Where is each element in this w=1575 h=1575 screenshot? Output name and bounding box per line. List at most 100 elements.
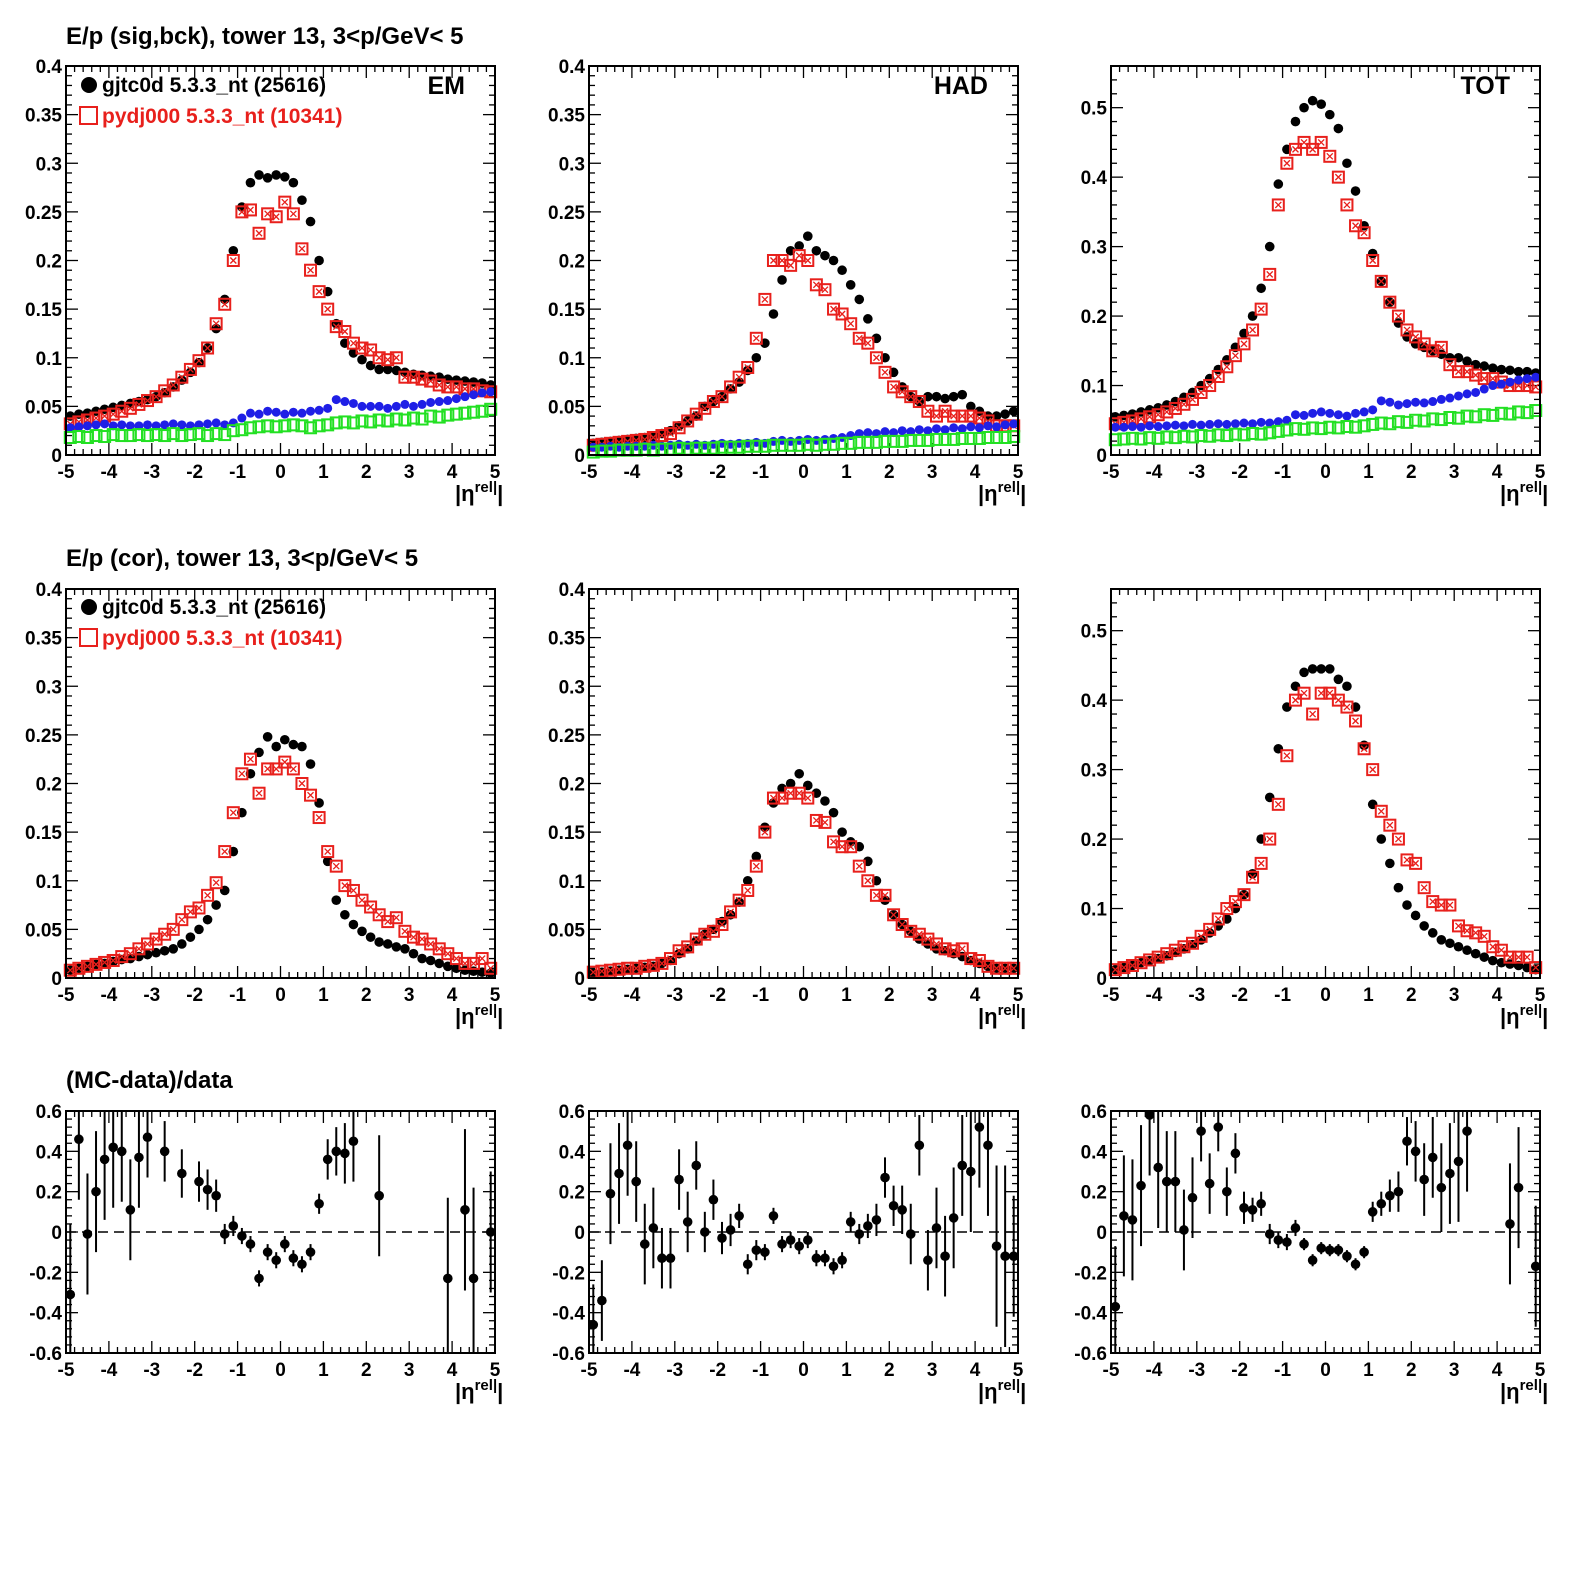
mc-point-cross — [1231, 352, 1239, 360]
mc-point-cross — [1274, 201, 1282, 209]
mc-point-cross — [744, 364, 752, 371]
ratio-point — [443, 1273, 453, 1284]
ratio-point — [177, 1168, 187, 1179]
mc-point-cross — [178, 916, 186, 924]
mc-point-cross — [195, 904, 203, 912]
mc-background-point — [863, 428, 873, 438]
data-background-point — [183, 428, 197, 442]
mc-point-cross — [958, 945, 966, 953]
mc-point-cross — [830, 305, 837, 313]
data-point — [802, 231, 813, 241]
ratio-point — [159, 1146, 170, 1157]
legend-mc-label-cor: pydj000 5.3.3_nt (10341) — [102, 627, 342, 650]
mc-background-point — [469, 390, 479, 400]
mc-background-point — [400, 399, 410, 409]
data-point — [1453, 941, 1464, 952]
ratio-point — [631, 1176, 641, 1187]
mc-point — [595, 964, 609, 978]
mc-point-cross — [1360, 229, 1368, 237]
ratio-point — [1367, 1207, 1378, 1217]
data-point — [931, 391, 942, 402]
mc-point — [175, 370, 189, 384]
x-tick-label: -4 — [623, 985, 640, 1006]
data-point — [1324, 109, 1335, 120]
data-background-point — [689, 441, 703, 455]
x-tick-label: 3 — [404, 1360, 415, 1381]
data-background-point — [869, 435, 883, 449]
mc-background-point — [82, 421, 92, 431]
ratio-point — [948, 1213, 959, 1223]
mc-point-cross — [1523, 953, 1531, 961]
x-tick-label: -1 — [752, 462, 769, 483]
x-tick-label: -4 — [100, 462, 117, 483]
mc-point-cross — [109, 410, 117, 418]
x-tick-label: -3 — [666, 1360, 683, 1381]
ratio-point — [374, 1190, 384, 1201]
mc-point-cross — [735, 896, 743, 904]
mc-point-cross — [1283, 752, 1291, 760]
mc-point-cross — [367, 346, 375, 354]
data-point — [742, 875, 753, 886]
mc-point — [1186, 392, 1200, 406]
mc-point-cross — [975, 414, 983, 422]
mc-point — [1280, 156, 1294, 170]
mc-point — [1477, 929, 1491, 943]
mc-point — [1409, 330, 1423, 344]
mc-point-cross — [461, 959, 469, 967]
mc-point-cross — [1189, 395, 1196, 403]
ratio-point — [811, 1253, 822, 1264]
data-point — [734, 897, 744, 907]
mc-point — [1374, 804, 1388, 818]
mc-point-cross — [1206, 925, 1214, 933]
ratio-point — [1110, 1301, 1121, 1312]
mc-point-cross — [1266, 270, 1274, 278]
mc-point-cross — [1532, 964, 1540, 972]
mc-background-point — [348, 398, 358, 408]
mc-point — [1486, 940, 1500, 954]
mc-point-cross — [872, 354, 880, 362]
x-tick-label: -1 — [752, 985, 769, 1006]
ratio-point — [1170, 1176, 1181, 1187]
data-background-point — [766, 438, 780, 452]
mc-point-cross — [589, 968, 597, 976]
mc-point-cross — [272, 765, 280, 773]
x-tick-label: -5 — [58, 985, 75, 1006]
mc-point — [835, 307, 849, 321]
mc-point — [355, 893, 369, 907]
mc-point — [1417, 337, 1431, 351]
data-point — [1505, 365, 1515, 376]
data-background-point — [938, 432, 952, 446]
plot-frame — [1110, 1110, 1541, 1354]
data-background-point — [758, 439, 772, 453]
mc-background-point — [340, 397, 350, 407]
data-background-point — [1340, 420, 1354, 434]
mc-point-cross — [1343, 703, 1351, 711]
x-tick-label: 4 — [1492, 462, 1503, 483]
mc-background-point — [357, 401, 367, 411]
mc-point-cross — [92, 960, 100, 968]
y-tick-label: 0.6 — [36, 1102, 62, 1123]
mc-point — [758, 825, 772, 839]
mc-background-point — [408, 401, 418, 411]
data-point — [400, 944, 410, 954]
mc-point-cross — [864, 877, 872, 885]
x-tick-label: 0 — [1320, 985, 1331, 1006]
data-point — [828, 807, 839, 818]
x-tick-label: -3 — [666, 985, 683, 1006]
x-tick-label: -4 — [100, 985, 117, 1006]
mc-point — [218, 845, 232, 859]
y-tick-label: -0.2 — [1074, 1263, 1107, 1284]
mc-point — [106, 953, 120, 967]
ratio-point — [777, 1239, 787, 1249]
x-tick-label: 3 — [927, 462, 938, 483]
mc-background-point — [940, 425, 950, 435]
mc-point — [1331, 693, 1345, 707]
x-tick-label: 4 — [970, 462, 981, 483]
mc-point — [1469, 926, 1483, 940]
ratio-point — [1119, 1211, 1129, 1221]
mc-point-cross — [1309, 145, 1317, 153]
mc-point-cross — [881, 891, 889, 899]
mc-point — [1349, 714, 1363, 728]
mc-point — [175, 913, 189, 927]
data-background-point — [1529, 404, 1543, 418]
